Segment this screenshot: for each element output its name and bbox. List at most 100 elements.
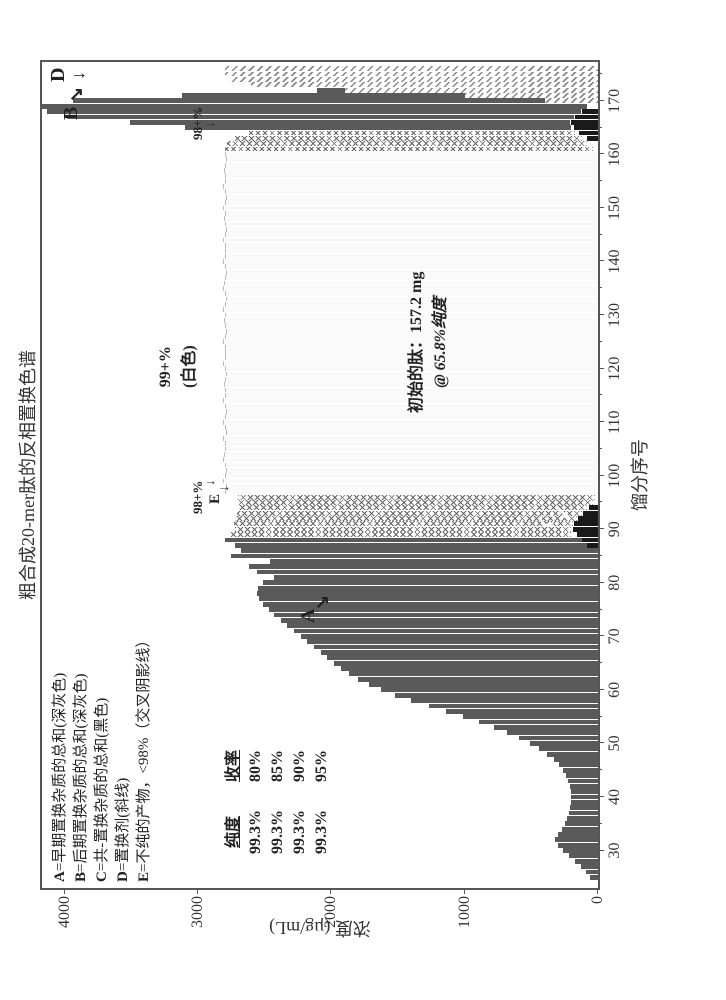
bar [559, 762, 598, 767]
bar [225, 447, 598, 452]
table-row: 99.3%85% [267, 736, 289, 868]
bar [578, 516, 598, 521]
xtick-minor [598, 448, 602, 449]
bar [583, 511, 598, 516]
bar [345, 88, 598, 93]
bar [327, 655, 598, 660]
legend-line: D=置换剂(斜线) [113, 633, 134, 882]
table-header: 收率 [217, 736, 245, 796]
bar [231, 554, 598, 559]
ytick [64, 888, 65, 894]
bar [223, 457, 598, 462]
xtick-label: 170 [606, 89, 624, 113]
bar [67, 115, 574, 120]
bar [579, 131, 598, 136]
bar [225, 414, 598, 419]
bar [259, 596, 598, 601]
bar [235, 543, 598, 548]
xtick [598, 421, 604, 422]
bar [231, 77, 598, 82]
bar [224, 168, 598, 173]
xtick-label: 70 [606, 628, 624, 644]
bar [41, 104, 588, 109]
bar [237, 511, 582, 516]
xtick-minor [598, 716, 602, 717]
arrow-D: ↓ [68, 71, 89, 80]
bar [369, 682, 598, 687]
bar [225, 72, 598, 77]
bar [235, 516, 576, 521]
bar [569, 811, 598, 816]
bar [577, 532, 598, 537]
ytick [597, 888, 598, 894]
bar [571, 795, 598, 800]
initial-line1: 初始的肽：157.2 mg [408, 272, 425, 413]
bar [574, 125, 598, 130]
bar [225, 173, 598, 178]
bar [226, 157, 598, 162]
pure-label-paren: (白色) [181, 345, 198, 388]
bar [334, 661, 598, 666]
bar [358, 677, 598, 682]
bar [225, 441, 598, 446]
y-axis-title: 浓度 (µg/mL) [269, 916, 371, 942]
bar [294, 629, 598, 634]
bar [225, 66, 598, 71]
ytick [464, 888, 465, 894]
arrow-B: ↘ [66, 87, 87, 102]
bar [238, 495, 595, 500]
bar [571, 800, 598, 805]
bar [381, 687, 598, 692]
bar [223, 420, 598, 425]
bar [562, 827, 598, 832]
bar [223, 436, 598, 441]
ytick-label: 0 [589, 896, 607, 946]
bar [251, 82, 598, 87]
table-row: 99.3%80% [245, 736, 267, 868]
table-cell: 99.3% [267, 796, 289, 868]
bar [586, 870, 598, 875]
bar [507, 730, 598, 735]
bar [239, 500, 592, 505]
bar [225, 473, 598, 478]
xtick [598, 368, 604, 369]
xtick-label: 140 [606, 249, 624, 273]
bar [226, 484, 598, 489]
bar [479, 720, 598, 725]
bar [274, 613, 598, 618]
bar [223, 238, 598, 243]
xtick-label: 60 [606, 682, 624, 698]
table-cell: 99.3% [245, 796, 267, 868]
region-label-E: E [207, 494, 224, 504]
bar [581, 864, 598, 869]
xtick [598, 850, 604, 851]
bar [555, 837, 598, 842]
xtick-minor [598, 234, 602, 235]
bar [465, 93, 598, 98]
table-cell: 85% [267, 736, 289, 796]
bar [257, 570, 598, 575]
table-row: 99.3%95% [311, 736, 333, 868]
xtick [598, 153, 604, 154]
xtick-minor [598, 73, 602, 74]
bar [301, 634, 598, 639]
bar [227, 141, 587, 146]
bar [314, 645, 598, 650]
bar [226, 227, 598, 232]
bar [225, 538, 598, 543]
bar [225, 163, 598, 168]
bar [494, 725, 598, 730]
xtick-label: 130 [606, 303, 624, 327]
bar [395, 693, 598, 698]
bar [274, 575, 598, 580]
xtick [598, 260, 604, 261]
bar [225, 232, 598, 237]
table-cell: 99.3% [311, 796, 333, 868]
xtick [598, 635, 604, 636]
bar [225, 254, 598, 259]
bar [554, 757, 598, 762]
xtick-minor [598, 823, 602, 824]
bar [257, 591, 598, 596]
bar [224, 452, 598, 457]
bar [563, 848, 598, 853]
